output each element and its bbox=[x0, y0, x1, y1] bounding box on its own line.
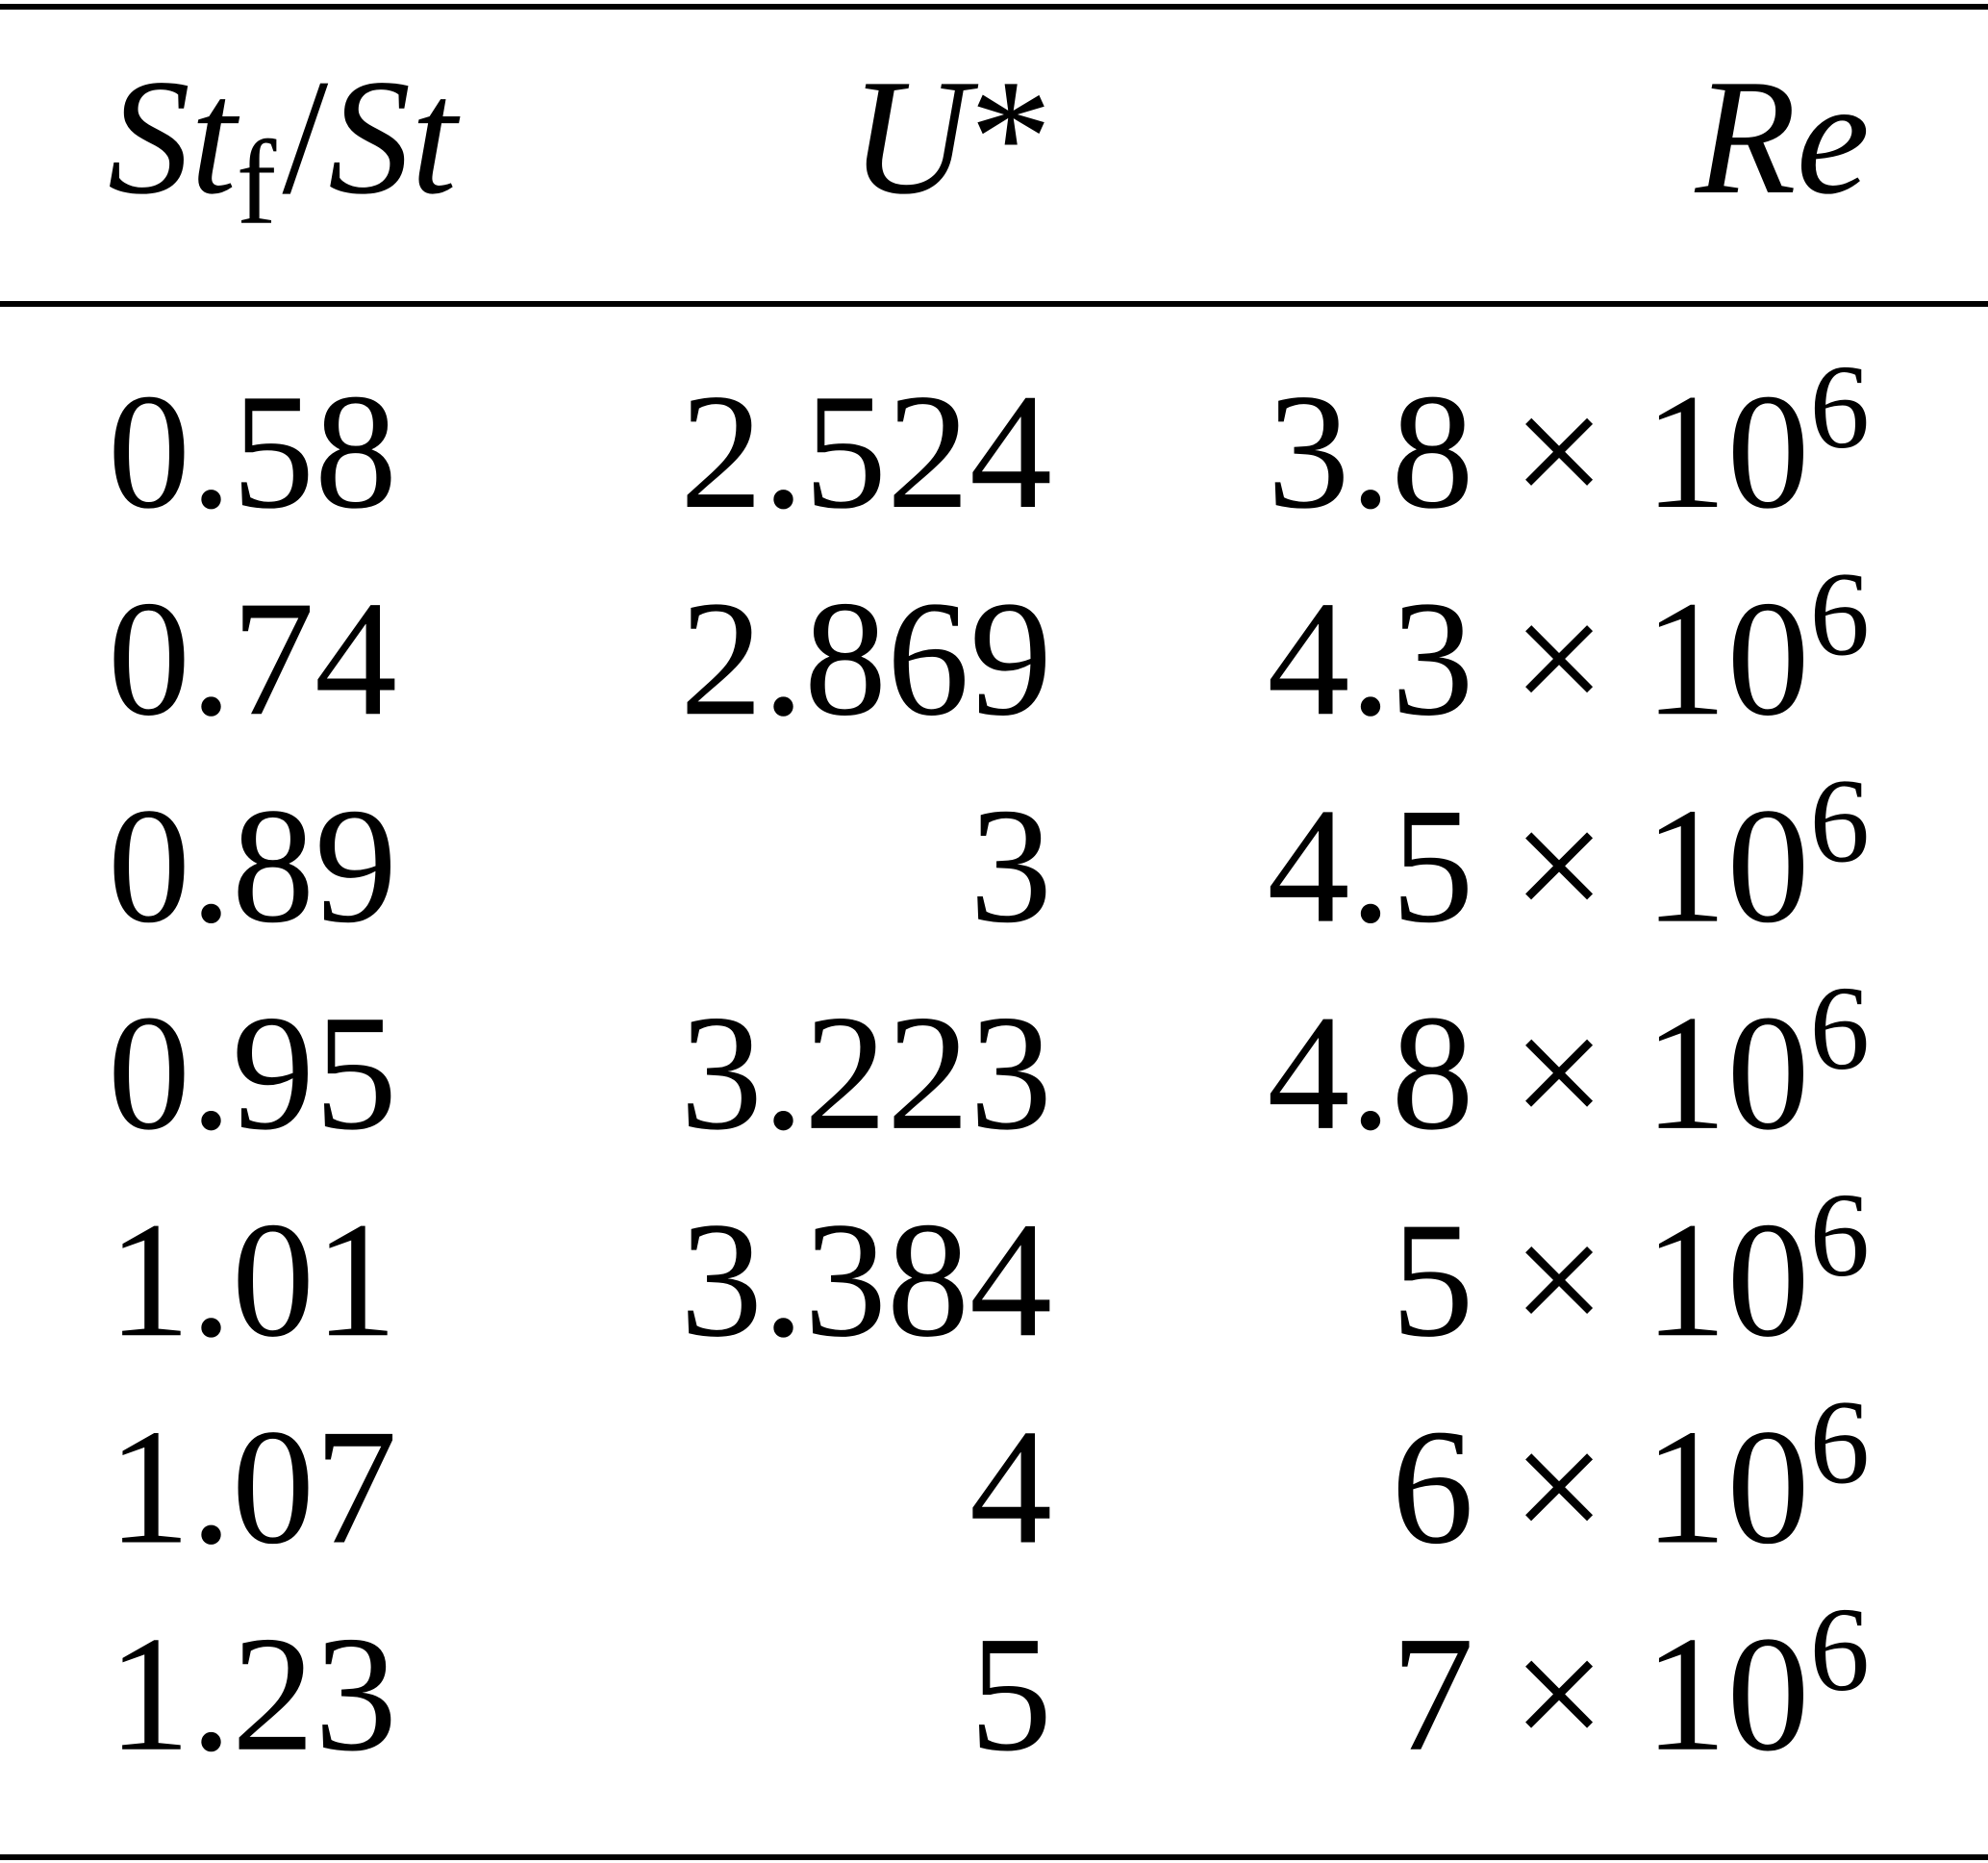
cell: 1.07 bbox=[108, 1397, 397, 1579]
base: 10 bbox=[1645, 775, 1810, 958]
base: 10 bbox=[1645, 1603, 1810, 1786]
cell: 3.223 bbox=[680, 982, 1052, 1165]
cell: 3 bbox=[969, 775, 1052, 958]
header-cell: Stf/St bbox=[108, 46, 461, 250]
exponent: 6 bbox=[1810, 963, 1871, 1095]
mantissa: 5 bbox=[1391, 1189, 1473, 1372]
symbol: U bbox=[850, 46, 979, 229]
exponent: 6 bbox=[1810, 341, 1871, 474]
times: × bbox=[1512, 1603, 1605, 1786]
cell: 4.3 × 106 bbox=[1267, 548, 1870, 750]
cell: 0.58 bbox=[108, 361, 397, 543]
base: 10 bbox=[1645, 1189, 1810, 1372]
cell: 3.384 bbox=[680, 1189, 1052, 1372]
symbol: St bbox=[108, 46, 240, 229]
times: × bbox=[1512, 361, 1605, 543]
base: 10 bbox=[1645, 361, 1810, 543]
base: 10 bbox=[1645, 567, 1810, 750]
exponent: 6 bbox=[1810, 756, 1871, 889]
slash: / bbox=[282, 46, 328, 229]
exponent: 6 bbox=[1810, 1377, 1871, 1510]
cell: 5 bbox=[969, 1603, 1052, 1786]
header-cell: U* bbox=[850, 46, 1052, 229]
cell: 3.8 × 106 bbox=[1267, 341, 1870, 543]
cell: 4 bbox=[969, 1397, 1052, 1579]
cell: 1.23 bbox=[108, 1603, 397, 1786]
times: × bbox=[1512, 567, 1605, 750]
cell: 2.524 bbox=[680, 361, 1052, 543]
mantissa: 4.8 bbox=[1267, 982, 1473, 1165]
star: * bbox=[969, 46, 1052, 229]
symbol: St bbox=[328, 46, 461, 229]
exponent: 6 bbox=[1810, 1584, 1871, 1717]
cell: 1.01 bbox=[108, 1189, 397, 1372]
times: × bbox=[1512, 1189, 1605, 1372]
times: × bbox=[1512, 1397, 1605, 1579]
cell: 0.74 bbox=[108, 567, 397, 750]
cell: 4.8 × 106 bbox=[1267, 963, 1870, 1165]
base: 10 bbox=[1645, 1397, 1810, 1579]
times: × bbox=[1512, 775, 1605, 958]
exponent: 6 bbox=[1810, 548, 1871, 681]
cell: 2.869 bbox=[680, 567, 1052, 750]
times: × bbox=[1512, 982, 1605, 1165]
subscript: f bbox=[237, 117, 277, 250]
base: 10 bbox=[1645, 982, 1810, 1165]
header-cell: Re bbox=[1695, 46, 1870, 229]
cell: 5 × 106 bbox=[1391, 1170, 1870, 1372]
mantissa: 6 bbox=[1391, 1397, 1473, 1579]
cell: 0.89 bbox=[108, 775, 397, 958]
cell: 0.95 bbox=[108, 982, 397, 1165]
mantissa: 3.8 bbox=[1267, 361, 1473, 543]
exponent: 6 bbox=[1810, 1170, 1871, 1302]
mantissa: 4.5 bbox=[1267, 775, 1473, 958]
mantissa: 7 bbox=[1391, 1603, 1473, 1786]
cell: 7 × 106 bbox=[1391, 1584, 1870, 1786]
mantissa: 4.3 bbox=[1267, 567, 1473, 750]
cell: 6 × 106 bbox=[1391, 1377, 1870, 1579]
cell: 4.5 × 106 bbox=[1267, 756, 1870, 958]
